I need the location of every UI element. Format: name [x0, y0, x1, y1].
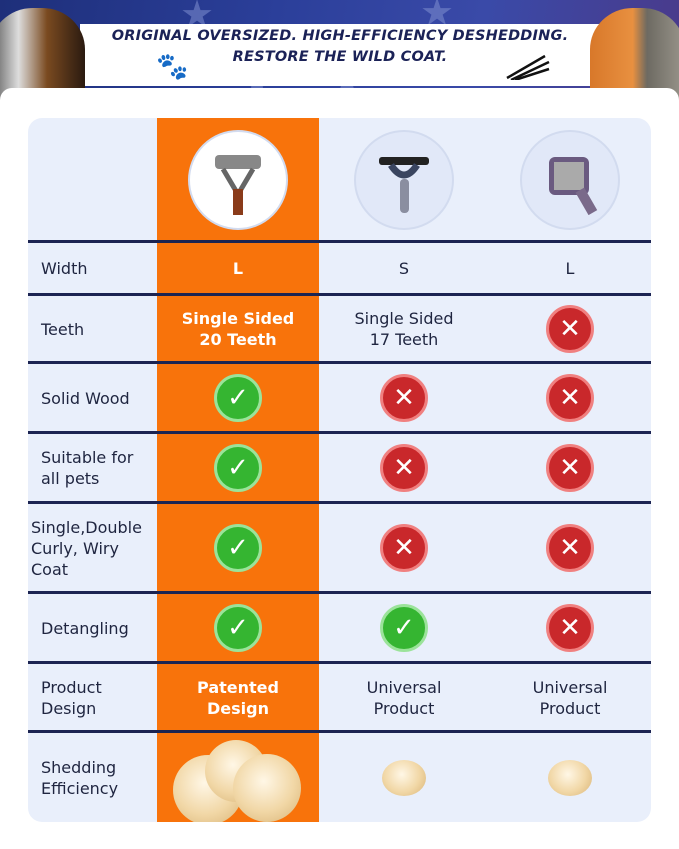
- product-cell: [319, 118, 489, 241]
- check-icon: ✓: [380, 604, 428, 652]
- value-cell: ✓: [157, 594, 319, 662]
- value-text: Universal Product: [366, 677, 442, 718]
- check-icon: ✓: [214, 604, 262, 652]
- table-row-product-design: Product Design Patented Design Universal P…: [28, 664, 651, 731]
- paw-print-icon: 🐾: [156, 52, 189, 82]
- row-divider: [28, 293, 651, 296]
- table-row-teeth: Teeth Single Sided 20 Teeth Single Sided 1…: [28, 296, 651, 362]
- value-cell: [489, 733, 651, 822]
- table-row-solid-wood: Solid Wood ✓ ✕ ✕: [28, 364, 651, 432]
- value-cell: Single Sided 20 Teeth: [157, 296, 319, 362]
- headline: ORIGINAL OVERSIZED. HIGH-EFFICIENCY DESH…: [80, 26, 600, 68]
- row-label: Suitable for all pets: [41, 448, 134, 488]
- value-cell: ✕: [319, 434, 489, 502]
- banner: ★ ★ ★ ★ ORIGINAL OVERSIZED. HIGH-EFFICIE…: [0, 0, 679, 100]
- comparison-table: Width L S L Teeth Single Sided 20 Teeth Single…: [28, 118, 651, 822]
- fur-ball: [548, 759, 592, 796]
- value-text: Patented Design: [197, 677, 279, 718]
- row-label: Product Design: [41, 677, 102, 718]
- table-row-shedding-efficiency: Shedding Efficiency: [28, 733, 651, 822]
- product-image-plastic-handle-rake: [354, 129, 454, 230]
- table-row-suitable-for-all-pets: Suitable for all pets ✓ ✕ ✕: [28, 434, 651, 502]
- wooden-handle-dematting-rake-icon: [215, 154, 261, 215]
- value-text: Single Sided 17 Teeth: [354, 309, 454, 349]
- check-icon: ✓: [214, 444, 262, 492]
- check-icon: ✓: [214, 524, 262, 572]
- value-cell: ✓: [157, 364, 319, 432]
- value-cell: ✕: [319, 364, 489, 432]
- cross-icon: ✕: [380, 444, 428, 492]
- value-text: S: [398, 259, 410, 278]
- value-cell: Single Sided 17 Teeth: [319, 296, 489, 362]
- headline-line-2: RESTORE THE WILD COAT.: [232, 49, 448, 65]
- row-divider: [28, 431, 651, 434]
- dogs-image: [0, 8, 85, 100]
- fur-ball: [233, 754, 301, 822]
- value-text: Universal Product: [532, 677, 608, 718]
- value-cell: ✕: [489, 434, 651, 502]
- cross-icon: ✕: [380, 374, 428, 422]
- value-cell: ✓: [157, 504, 319, 592]
- value-cell: ✓: [157, 434, 319, 502]
- cross-icon: ✕: [380, 524, 428, 572]
- value-cell: L: [157, 243, 319, 294]
- row-divider: [28, 591, 651, 594]
- cross-icon: ✕: [546, 374, 594, 422]
- empty-header-cell: [28, 118, 157, 241]
- row-divider: [28, 730, 651, 733]
- row-divider: [28, 361, 651, 364]
- row-label: Teeth: [41, 319, 85, 339]
- value-cell: ✕: [489, 296, 651, 362]
- product-cell: [489, 118, 651, 241]
- value-cell: [319, 733, 489, 822]
- row-label: Single,Double Curly, Wiry Coat: [31, 517, 142, 579]
- product-cell: [157, 118, 319, 241]
- row-label: Shedding Efficiency: [41, 757, 119, 798]
- product-image-wooden-handle-dematting-rake: [188, 129, 288, 230]
- fur-ball: [382, 759, 426, 796]
- value-cell: ✕: [489, 364, 651, 432]
- row-divider: [28, 661, 651, 664]
- value-cell: S: [319, 243, 489, 294]
- table-row-single-double-curly-wiry-coat: Single,Double Curly, Wiry Coat ✓ ✕ ✕: [28, 504, 651, 592]
- value-cell: Universal Product: [489, 664, 651, 731]
- cross-icon: ✕: [546, 305, 594, 353]
- table-row-detangling: Detangling ✓ ✓ ✕: [28, 594, 651, 662]
- value-cell: ✕: [489, 504, 651, 592]
- fur-small-image: [548, 759, 592, 796]
- headline-line-1: ORIGINAL OVERSIZED. HIGH-EFFICIENCY DESH…: [111, 28, 569, 44]
- cross-icon: ✕: [546, 604, 594, 652]
- claw-marks-icon: [506, 54, 550, 80]
- table-row-width: Width L S L: [28, 243, 651, 294]
- value-cell: L: [489, 243, 651, 294]
- product-header-row: [28, 118, 651, 241]
- value-text: L: [232, 259, 244, 278]
- row-divider: [28, 240, 651, 243]
- value-cell: Universal Product: [319, 664, 489, 731]
- value-cell: ✓: [319, 594, 489, 662]
- product-image-slicker-brush: [520, 129, 620, 230]
- cross-icon: ✕: [546, 444, 594, 492]
- row-label: Width: [41, 259, 88, 278]
- row-label: Detangling: [41, 618, 129, 638]
- value-cell: ✕: [319, 504, 489, 592]
- plastic-handle-rake-icon: [379, 156, 429, 213]
- cross-icon: ✕: [546, 524, 594, 572]
- value-cell: [157, 733, 319, 822]
- check-icon: ✓: [214, 374, 262, 422]
- value-text: Single Sided 20 Teeth: [181, 309, 295, 349]
- row-label: Solid Wood: [41, 388, 130, 408]
- value-text: L: [565, 259, 575, 278]
- fur-small-image: [382, 759, 426, 796]
- row-divider: [28, 501, 651, 504]
- fur-large-image: [173, 740, 303, 822]
- value-cell: Patented Design: [157, 664, 319, 731]
- cats-image: [590, 8, 679, 100]
- value-cell: ✕: [489, 594, 651, 662]
- slicker-brush-icon: [549, 156, 598, 215]
